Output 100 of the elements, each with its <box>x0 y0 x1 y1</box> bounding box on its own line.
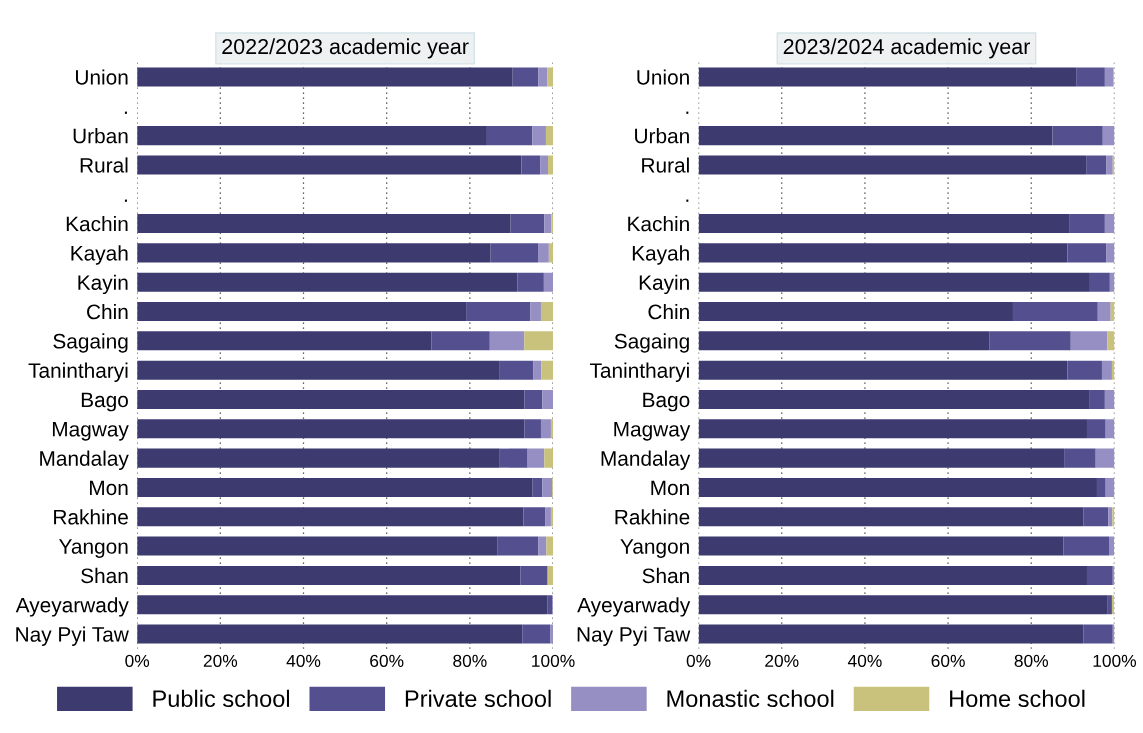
bar <box>550 419 554 439</box>
bar <box>517 272 544 292</box>
bar <box>1067 360 1102 380</box>
y-tick-label: Kachin <box>628 216 689 232</box>
bar <box>1106 155 1113 175</box>
bar <box>546 536 554 556</box>
y-tick-label: Ayeyarwady <box>15 597 129 617</box>
bar <box>698 302 1013 322</box>
y-tick-label: Mon <box>651 480 689 496</box>
y-tick-label: Bago <box>643 392 690 412</box>
bar <box>698 272 1090 292</box>
bar <box>698 565 1087 585</box>
x-tick-label: 80% <box>1014 654 1049 668</box>
bar <box>538 536 547 556</box>
bar <box>1012 302 1098 322</box>
bar <box>137 624 523 644</box>
y-tick-label: Tanintharyi <box>28 362 128 383</box>
x-tick-label: 0% <box>686 654 711 668</box>
bar <box>510 214 545 234</box>
bar <box>1069 214 1105 234</box>
bar <box>1089 272 1110 292</box>
bar <box>1089 389 1105 410</box>
bar <box>550 507 554 527</box>
bar <box>497 536 539 556</box>
y-tick-label: Yangon <box>59 539 128 558</box>
bar <box>530 302 541 322</box>
bar <box>543 272 554 292</box>
y-tick-label: Shan <box>642 567 689 584</box>
bar <box>548 155 554 175</box>
y-tick-label: Kachin <box>66 216 128 232</box>
bar <box>547 67 554 87</box>
bar <box>524 331 554 351</box>
bar <box>1105 419 1115 439</box>
bar <box>486 126 533 146</box>
bar <box>1107 595 1112 615</box>
bar <box>137 243 491 263</box>
bar <box>698 126 1053 146</box>
bar <box>1086 155 1107 175</box>
bar <box>137 331 432 351</box>
y-tick-label: Chin <box>648 303 689 320</box>
y-tick-label: Magway <box>52 422 129 441</box>
bar <box>1111 595 1115 615</box>
bar <box>698 419 1087 439</box>
y-tick-label: Chin <box>87 303 128 320</box>
chart-title: 2022/2023 academic year <box>222 38 469 59</box>
bar <box>137 272 518 292</box>
bar <box>540 302 554 322</box>
x-tick-label: 60% <box>370 654 404 668</box>
y-tick-label: Nay Pyi Taw <box>16 626 129 646</box>
bar <box>490 243 539 263</box>
y-tick-label: Mandalay <box>40 450 129 470</box>
y-tick-label: Rakhine <box>54 509 128 525</box>
bar <box>527 448 545 468</box>
bar <box>431 331 490 351</box>
bar <box>698 595 1108 615</box>
bar <box>698 331 990 351</box>
y-tick-label: Union <box>637 69 689 85</box>
bar <box>137 126 487 146</box>
bar <box>1101 360 1112 380</box>
bar <box>532 126 546 146</box>
y-tick-label: Shan <box>81 567 128 584</box>
bar <box>1107 331 1115 351</box>
bar <box>499 448 528 468</box>
y-tick-label: Urban <box>73 128 128 144</box>
bar <box>550 624 554 644</box>
bar <box>533 360 542 380</box>
bar <box>520 565 548 585</box>
bar <box>1076 67 1105 87</box>
bar <box>547 595 553 615</box>
y-tick-label: . <box>686 111 689 114</box>
bar <box>544 448 554 468</box>
bar <box>698 155 1087 175</box>
bar <box>544 214 552 234</box>
y-tick-label: Sagaing <box>614 333 689 353</box>
bar <box>538 67 548 87</box>
bar <box>523 507 546 527</box>
bar <box>524 419 541 439</box>
bar <box>1106 243 1115 263</box>
y-tick-label: . <box>124 111 127 114</box>
bar <box>512 67 539 87</box>
bar <box>542 477 553 497</box>
bar <box>1105 477 1115 497</box>
bar <box>137 565 521 585</box>
bar <box>698 507 1084 527</box>
bar <box>1109 536 1115 556</box>
bar <box>521 155 541 175</box>
y-tick-label: Mon <box>90 480 128 496</box>
bar <box>1104 389 1115 410</box>
y-tick-label: Kayah <box>71 245 128 265</box>
bar <box>545 126 554 146</box>
x-tick-label: 100% <box>532 654 575 668</box>
x-tick-label: 40% <box>286 654 321 668</box>
y-tick-label: Rural <box>642 157 689 173</box>
y-tick-label: Urban <box>635 128 689 144</box>
bar <box>1067 243 1107 263</box>
x-tick-label: 60% <box>931 654 965 668</box>
legend-label: Home school <box>950 689 1085 708</box>
bar <box>1086 419 1106 439</box>
y-tick-label: . <box>686 199 689 202</box>
bar <box>1063 536 1110 556</box>
